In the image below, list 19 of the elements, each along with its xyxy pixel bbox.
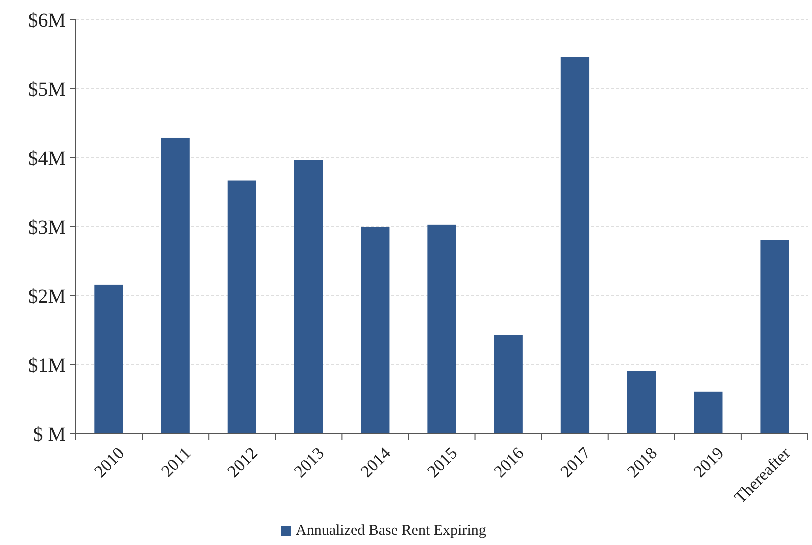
bar <box>694 392 723 434</box>
bar <box>294 160 324 434</box>
y-tick-label: $4M <box>28 148 66 170</box>
y-tick-label: $ M <box>33 424 66 446</box>
bar <box>760 240 790 434</box>
bar <box>494 335 523 434</box>
bar <box>228 180 257 434</box>
bar <box>628 371 656 434</box>
y-tick-label: $3M <box>28 217 66 239</box>
y-tick-label: $1M <box>28 355 66 377</box>
y-tick-label: $2M <box>28 286 66 308</box>
bar <box>560 57 590 434</box>
y-tick-label: $5M <box>28 79 66 101</box>
bar <box>161 138 190 434</box>
legend-label: Annualized Base Rent Expiring <box>296 523 487 539</box>
y-tick-label: $6M <box>28 10 66 32</box>
bar <box>428 224 456 434</box>
bar <box>94 284 124 434</box>
bar <box>361 227 390 434</box>
